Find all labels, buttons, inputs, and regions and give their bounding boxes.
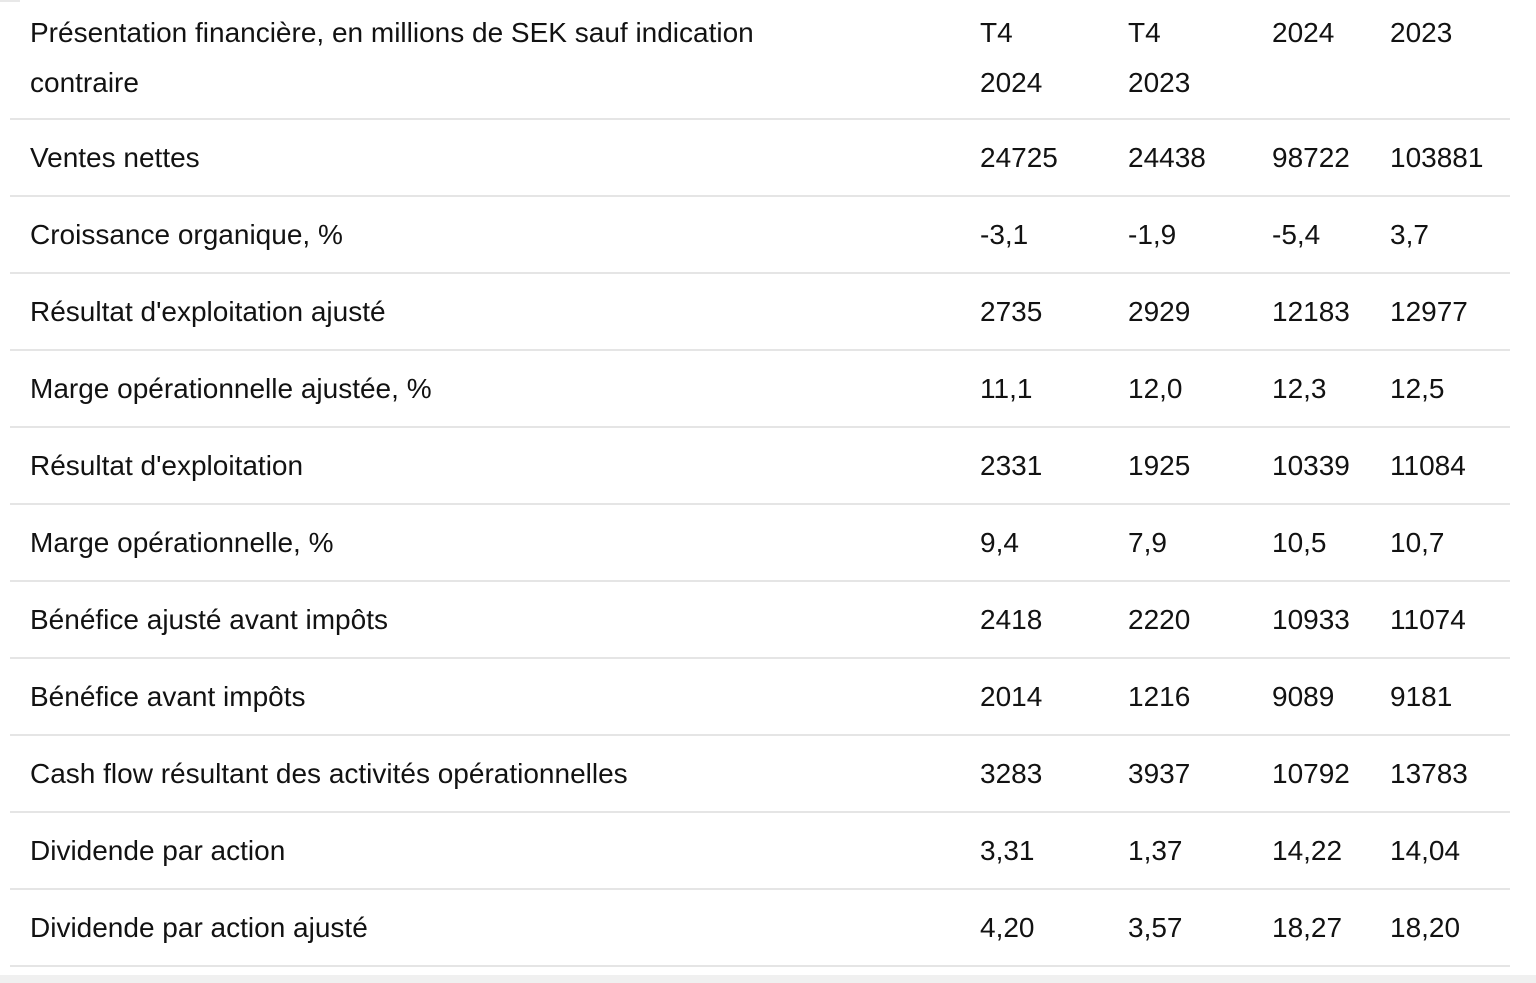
cell-value: 12,0 (1128, 350, 1272, 428)
bottom-edge-strip (0, 975, 1536, 983)
table-row-adjusted-operating-income: Résultat d'exploitation ajusté 2735 2929… (10, 273, 1510, 351)
cell-value: 11084 (1390, 427, 1510, 505)
row-label: Résultat d'exploitation ajusté (10, 273, 980, 351)
cell-value: 12,3 (1272, 350, 1390, 428)
cell-value: 7,9 (1128, 504, 1272, 582)
col-header-q4-2024: T4 2024 (980, 0, 1128, 120)
table-row-adjusted-income-before-taxes: Bénéfice ajusté avant impôts 2418 2220 1… (10, 581, 1510, 659)
cell-value: 9089 (1272, 658, 1390, 736)
cell-value: 1925 (1128, 427, 1272, 505)
table-row-organic-growth: Croissance organique, % -3,1 -1,9 -5,4 3… (10, 196, 1510, 274)
cell-value: 9181 (1390, 658, 1510, 736)
header-label: Présentation financière, en millions de … (10, 0, 980, 120)
cell-value: 9,4 (980, 504, 1128, 582)
row-label: Marge opérationnelle ajustée, % (10, 350, 980, 428)
cell-value: 98722 (1272, 119, 1390, 197)
cell-value: 2331 (980, 427, 1128, 505)
row-label: Résultat d'exploitation (10, 427, 980, 505)
table-header-row: Présentation financière, en millions de … (10, 0, 1510, 120)
cell-value: 11,1 (980, 350, 1128, 428)
cell-value: 18,27 (1272, 889, 1390, 967)
col-header-q4-2024-line1: T4 (980, 17, 1013, 48)
cell-value: 10,7 (1390, 504, 1510, 582)
cell-value: 18,20 (1390, 889, 1510, 967)
cell-value: 13783 (1390, 735, 1510, 813)
col-header-fy-2023: 2023 (1390, 0, 1510, 120)
cell-value: 10792 (1272, 735, 1390, 813)
cell-value: 12,5 (1390, 350, 1510, 428)
row-label: Cash flow résultant des activités opérat… (10, 735, 980, 813)
row-label: Bénéfice ajusté avant impôts (10, 581, 980, 659)
top-edge-divider-artifact (0, 0, 20, 2)
cell-value: 1,37 (1128, 812, 1272, 890)
table-row-net-sales: Ventes nettes 24725 24438 98722 103881 (10, 119, 1510, 197)
cell-value: 10339 (1272, 427, 1390, 505)
cell-value: 103881 (1390, 119, 1510, 197)
cell-value: 11074 (1390, 581, 1510, 659)
col-header-q4-2023: T4 2023 (1128, 0, 1272, 120)
cell-value: 10933 (1272, 581, 1390, 659)
table-row-income-before-taxes: Bénéfice avant impôts 2014 1216 9089 918… (10, 658, 1510, 736)
col-header-q4-2023-line1: T4 (1128, 17, 1161, 48)
table-row-adjusted-operating-margin: Marge opérationnelle ajustée, % 11,1 12,… (10, 350, 1510, 428)
cell-value: 3,57 (1128, 889, 1272, 967)
cell-value: 14,22 (1272, 812, 1390, 890)
col-header-q4-2023-line2: 2023 (1128, 67, 1191, 98)
cell-value: 3,31 (980, 812, 1128, 890)
cell-value: 3283 (980, 735, 1128, 813)
cell-value: -1,9 (1128, 196, 1272, 274)
cell-value: 2220 (1128, 581, 1272, 659)
cell-value: 10,5 (1272, 504, 1390, 582)
table-row-operating-cash-flow: Cash flow résultant des activités opérat… (10, 735, 1510, 813)
cell-value: 12977 (1390, 273, 1510, 351)
row-label: Dividende par action ajusté (10, 889, 980, 967)
col-header-fy-2024: 2024 (1272, 0, 1390, 120)
cell-value: 4,20 (980, 889, 1128, 967)
row-label: Marge opérationnelle, % (10, 504, 980, 582)
cell-value: 24725 (980, 119, 1128, 197)
cell-value: 3,7 (1390, 196, 1510, 274)
financial-table: Présentation financière, en millions de … (10, 0, 1510, 967)
cell-value: 2418 (980, 581, 1128, 659)
table-row-operating-margin: Marge opérationnelle, % 9,4 7,9 10,5 10,… (10, 504, 1510, 582)
cell-value: 3937 (1128, 735, 1272, 813)
cell-value: 2014 (980, 658, 1128, 736)
row-label: Croissance organique, % (10, 196, 980, 274)
cell-value: 24438 (1128, 119, 1272, 197)
cell-value: -5,4 (1272, 196, 1390, 274)
cell-value: 2735 (980, 273, 1128, 351)
cell-value: 12183 (1272, 273, 1390, 351)
table-row-operating-income: Résultat d'exploitation 2331 1925 10339 … (10, 427, 1510, 505)
row-label: Dividende par action (10, 812, 980, 890)
cell-value: 14,04 (1390, 812, 1510, 890)
cell-value: 2929 (1128, 273, 1272, 351)
row-label: Bénéfice avant impôts (10, 658, 980, 736)
table-row-earnings-per-share: Dividende par action 3,31 1,37 14,22 14,… (10, 812, 1510, 890)
row-label: Ventes nettes (10, 119, 980, 197)
cell-value: -3,1 (980, 196, 1128, 274)
cell-value: 1216 (1128, 658, 1272, 736)
table-row-adjusted-earnings-per-share: Dividende par action ajusté 4,20 3,57 18… (10, 889, 1510, 967)
col-header-q4-2024-line2: 2024 (980, 67, 1043, 98)
